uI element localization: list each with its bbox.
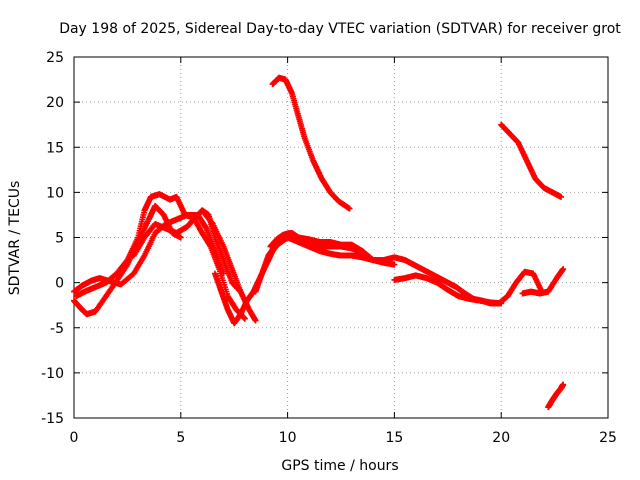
x-tick-label: 10 xyxy=(279,430,297,446)
x-axis-label: GPS time / hours xyxy=(281,458,398,474)
y-tick-label: 20 xyxy=(46,95,64,111)
series-arc-13 xyxy=(498,121,565,200)
series-arc-10 xyxy=(269,74,353,212)
y-tick-label: -15 xyxy=(41,411,64,427)
x-tick-label: 5 xyxy=(176,430,185,446)
y-tick-label: 15 xyxy=(46,140,64,156)
data-point xyxy=(558,193,565,200)
data-point xyxy=(252,317,259,324)
series-arc-15 xyxy=(545,381,567,411)
y-tick-label: 5 xyxy=(55,231,64,247)
series-arc-14 xyxy=(519,266,567,297)
y-tick-label: -10 xyxy=(41,366,64,382)
data-point xyxy=(560,381,567,388)
series-arc-4 xyxy=(130,207,259,324)
y-tick-label: -5 xyxy=(50,321,64,337)
data-point xyxy=(237,288,244,295)
x-tick-label: 0 xyxy=(70,430,79,446)
series-arc-12 xyxy=(410,261,545,307)
series-arc-3 xyxy=(73,191,248,322)
data-point xyxy=(391,261,398,268)
x-tick-label: 25 xyxy=(599,430,617,446)
y-tick-label: 25 xyxy=(46,50,64,66)
chart-title: Day 198 of 2025, Sidereal Day-to-day VTE… xyxy=(59,21,621,37)
x-tick-label: 15 xyxy=(385,430,403,446)
y-tick-label: 0 xyxy=(55,276,64,292)
x-tick-label: 20 xyxy=(492,430,510,446)
y-axis-label: SDTVAR / TECUs xyxy=(7,181,23,296)
data-point xyxy=(241,315,248,322)
data-points xyxy=(71,74,567,411)
data-point xyxy=(560,266,567,273)
y-tick-label: 10 xyxy=(46,185,64,201)
data-point xyxy=(177,234,184,241)
data-point xyxy=(346,205,353,212)
axis-ticks: 0 5 10 15 20 25 -15 -10 -5 0 5 10 15 20 25 xyxy=(41,50,617,446)
series-arc-5 xyxy=(199,207,244,295)
grid-lines xyxy=(74,57,608,418)
data-point xyxy=(123,258,130,265)
